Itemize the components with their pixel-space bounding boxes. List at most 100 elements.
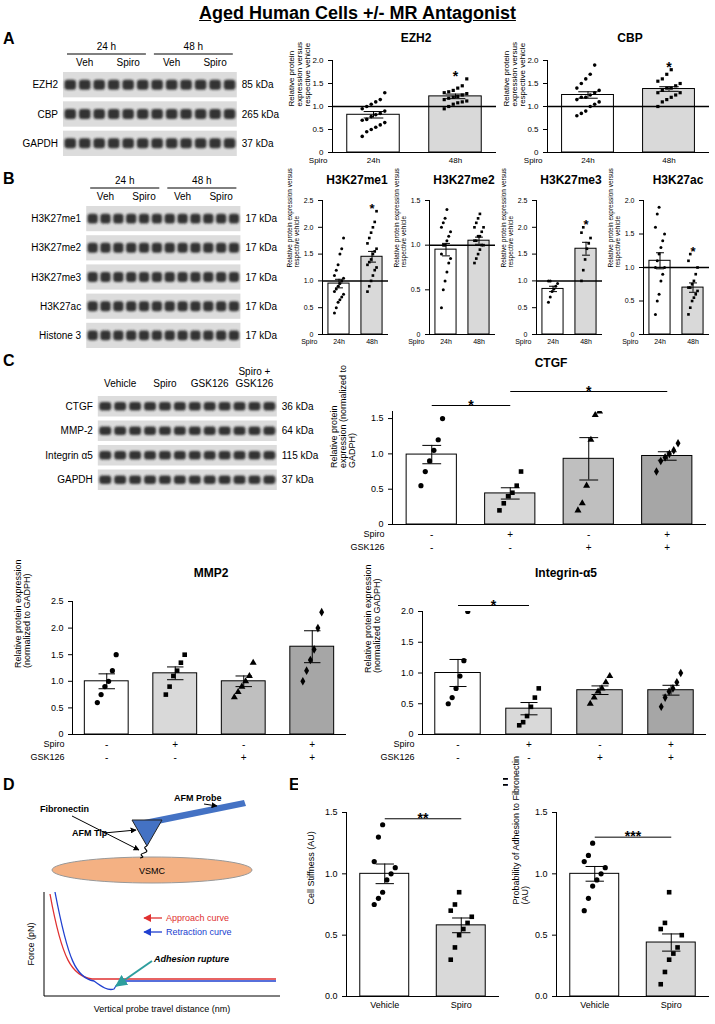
svg-text:-: - xyxy=(105,739,108,750)
svg-text:2.0: 2.0 xyxy=(518,224,528,231)
svg-text:17 kDa: 17 kDa xyxy=(245,242,277,253)
svg-text:Veh: Veh xyxy=(76,57,93,68)
svg-text:VSMC: VSMC xyxy=(139,866,166,876)
svg-text:GSK126: GSK126 xyxy=(191,378,229,389)
svg-text:Relative proteinexpression (no: Relative proteinexpression (normalized t… xyxy=(329,365,357,468)
svg-text:0.5: 0.5 xyxy=(312,125,324,134)
svg-text:-: - xyxy=(587,529,590,540)
svg-text:-: - xyxy=(174,752,177,763)
svg-text:48h: 48h xyxy=(366,338,378,345)
svg-text:-: - xyxy=(430,542,433,553)
svg-text:36 kDa: 36 kDa xyxy=(282,401,314,412)
svg-text:MMP-2: MMP-2 xyxy=(61,425,94,436)
svg-text:37 kDa: 37 kDa xyxy=(282,474,314,485)
svg-text:85 kDa: 85 kDa xyxy=(242,79,274,90)
svg-text:Vehicle: Vehicle xyxy=(104,378,137,389)
svg-text:Fibronectin: Fibronectin xyxy=(40,804,89,814)
svg-text:Vehicle: Vehicle xyxy=(370,1000,399,1010)
svg-text:*: * xyxy=(369,201,375,216)
svg-text:Veh: Veh xyxy=(97,191,114,202)
svg-text:1.0: 1.0 xyxy=(312,102,324,111)
svg-text:Spiro: Spiro xyxy=(209,191,233,202)
svg-text:Spiro: Spiro xyxy=(393,739,414,749)
svg-text:Relative proteinexpression ver: Relative proteinexpression versusrespect… xyxy=(502,42,527,106)
svg-text:1.0: 1.0 xyxy=(527,102,539,111)
svg-text:0.0: 0.0 xyxy=(535,991,548,1001)
svg-text:+: + xyxy=(668,739,674,750)
svg-text:-: - xyxy=(105,752,108,763)
svg-text:1.0: 1.0 xyxy=(535,869,548,879)
svg-text:Relative protein expression ve: Relative protein expression versusrespec… xyxy=(607,167,622,267)
svg-text:Relative protein expression ve: Relative protein expression versusrespec… xyxy=(500,167,515,267)
svg-text:0.5: 0.5 xyxy=(527,125,539,134)
svg-text:24h: 24h xyxy=(333,338,345,345)
svg-text:Spiro: Spiro xyxy=(515,338,531,346)
svg-text:17 kDa: 17 kDa xyxy=(245,301,277,312)
svg-text:Spiro: Spiro xyxy=(116,57,140,68)
svg-text:17 kDa: 17 kDa xyxy=(245,213,277,224)
svg-text:CTGF: CTGF xyxy=(66,401,93,412)
svg-text:Approach curve: Approach curve xyxy=(166,913,229,923)
svg-text:+: + xyxy=(526,739,532,750)
svg-text:+: + xyxy=(172,739,178,750)
svg-text:0.5: 0.5 xyxy=(401,699,414,709)
svg-text:1.5: 1.5 xyxy=(51,650,64,660)
svg-text:1.5: 1.5 xyxy=(325,807,338,817)
svg-text:+: + xyxy=(664,529,670,540)
svg-text:48h: 48h xyxy=(580,338,592,345)
svg-text:1.0: 1.0 xyxy=(371,449,384,459)
svg-text:+: + xyxy=(586,542,592,553)
svg-text:1.5: 1.5 xyxy=(304,250,314,257)
svg-text:48h: 48h xyxy=(449,156,462,165)
svg-text:GSK126: GSK126 xyxy=(236,378,274,389)
svg-text:Spiro: Spiro xyxy=(43,739,64,749)
svg-text:Spiro: Spiro xyxy=(622,338,638,346)
svg-text:48h: 48h xyxy=(662,156,675,165)
svg-text:17 kDa: 17 kDa xyxy=(245,330,277,341)
svg-text:0: 0 xyxy=(58,729,63,739)
svg-text:Vehicle: Vehicle xyxy=(580,1000,609,1010)
svg-text:265 kDa: 265 kDa xyxy=(242,109,280,120)
svg-text:0: 0 xyxy=(310,331,314,338)
svg-text:0.5: 0.5 xyxy=(304,304,314,311)
svg-text:0.5: 0.5 xyxy=(625,297,635,304)
svg-text:0.5: 0.5 xyxy=(371,484,384,494)
svg-text:Spiro: Spiro xyxy=(203,57,227,68)
svg-text:Spiro: Spiro xyxy=(153,378,177,389)
svg-text:GAPDH: GAPDH xyxy=(22,138,58,149)
svg-text:Veh: Veh xyxy=(163,57,180,68)
svg-text:2.0: 2.0 xyxy=(312,56,324,65)
svg-text:37 kDa: 37 kDa xyxy=(242,138,274,149)
svg-text:+: + xyxy=(664,542,670,553)
svg-text:AFM Tip: AFM Tip xyxy=(72,828,108,838)
svg-text:24 h: 24 h xyxy=(115,175,134,186)
svg-text:24h: 24h xyxy=(581,156,594,165)
svg-text:0: 0 xyxy=(524,331,528,338)
svg-text:Spiro: Spiro xyxy=(661,1000,682,1010)
svg-text:Relative proteinexpression ver: Relative proteinexpression versusrespect… xyxy=(287,42,312,106)
svg-text:2.5: 2.5 xyxy=(51,596,64,606)
svg-text:1.5: 1.5 xyxy=(535,807,548,817)
svg-text:H3K27ac: H3K27ac xyxy=(40,301,81,312)
svg-text:GAPDH: GAPDH xyxy=(57,474,93,485)
svg-text:+: + xyxy=(668,752,674,763)
svg-text:Spiro: Spiro xyxy=(451,1000,472,1010)
svg-text:***: *** xyxy=(625,828,642,844)
svg-text:-: - xyxy=(509,542,512,553)
svg-text:24 h: 24 h xyxy=(97,41,116,52)
svg-text:+: + xyxy=(309,752,315,763)
svg-text:Spiro: Spiro xyxy=(524,156,543,165)
svg-text:*: * xyxy=(690,244,696,259)
svg-text:Adhesion rupture: Adhesion rupture xyxy=(153,954,229,964)
svg-text:Retraction curve: Retraction curve xyxy=(166,927,232,937)
svg-text:Spiro: Spiro xyxy=(309,156,328,165)
svg-text:48h: 48h xyxy=(687,338,699,345)
svg-text:+: + xyxy=(507,529,513,540)
svg-text:Cell Stiffness (AU): Cell Stiffness (AU) xyxy=(306,831,316,904)
svg-text:*: * xyxy=(491,597,497,613)
svg-text:0: 0 xyxy=(631,331,635,338)
svg-text:0: 0 xyxy=(417,331,421,338)
svg-text:*: * xyxy=(666,59,672,75)
svg-text:GSK126: GSK126 xyxy=(350,542,384,552)
svg-text:1.0: 1.0 xyxy=(325,869,338,879)
